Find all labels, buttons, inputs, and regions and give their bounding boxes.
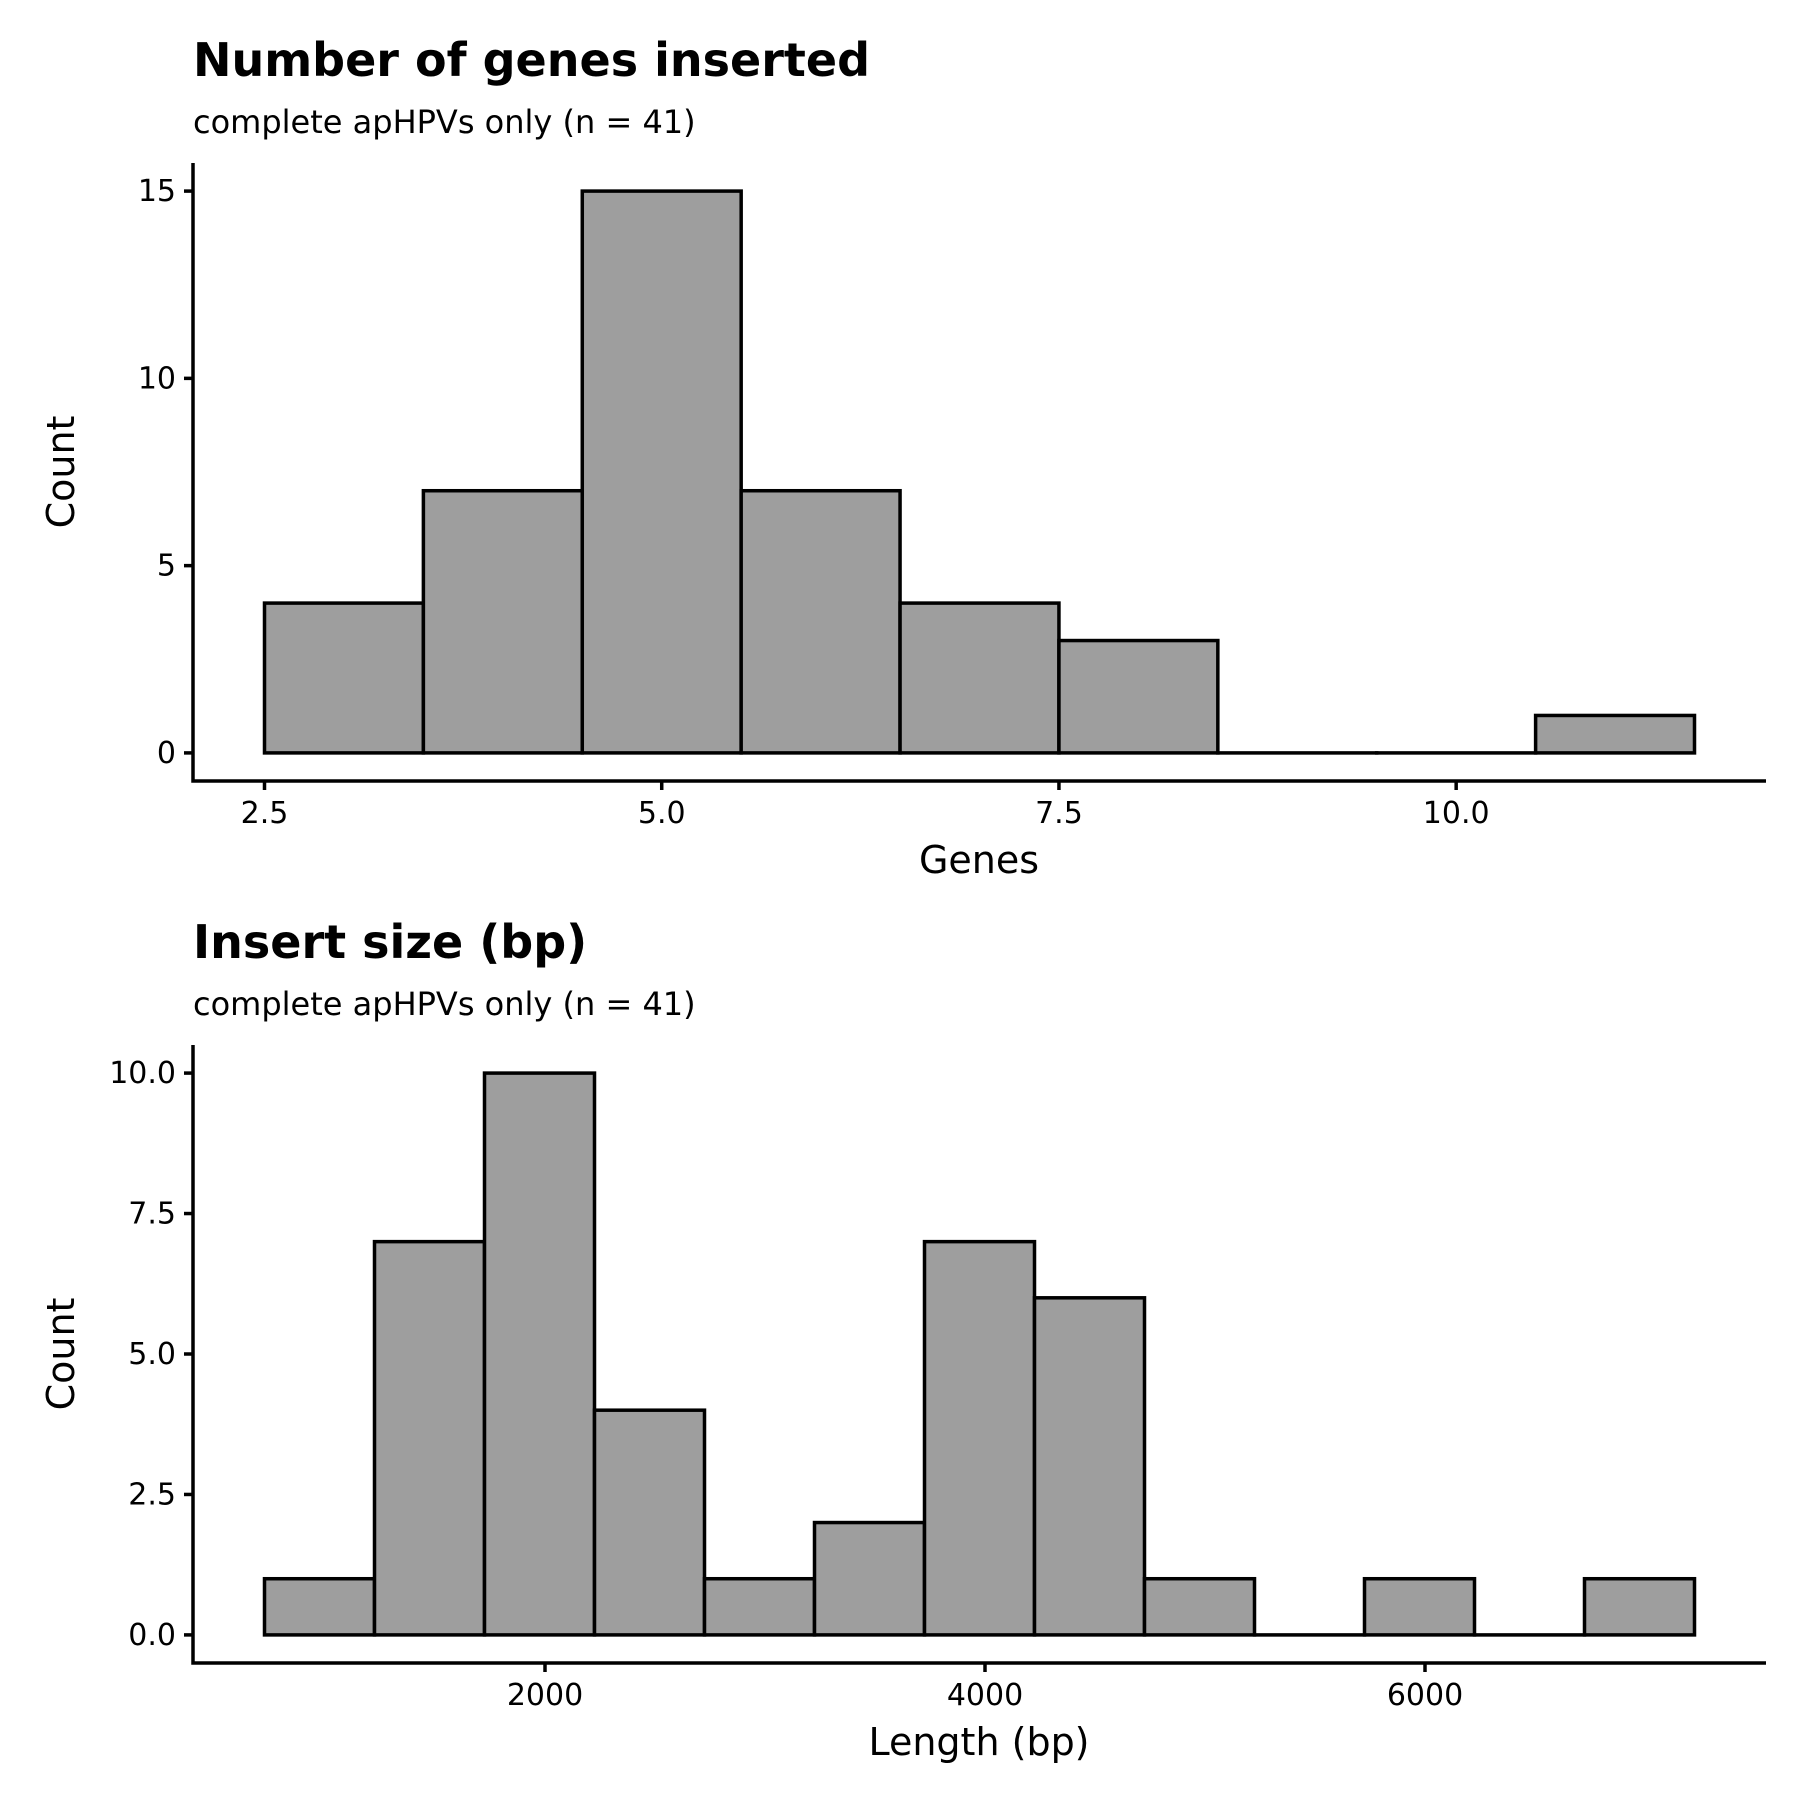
genes-axis-lines xyxy=(191,163,1766,783)
genes-bar-3 xyxy=(580,189,743,755)
panel-insert-size-y-axis-title: Count xyxy=(39,1298,83,1411)
genes-x-tick-label-4: 10.0 xyxy=(1423,796,1490,831)
insert-size-bar-4 xyxy=(592,1408,707,1637)
genes-y-tick-label-2: 5 xyxy=(157,549,176,584)
panel-genes-title: Number of genes inserted xyxy=(193,33,870,87)
genes-bar-1 xyxy=(262,601,426,755)
insert-size-x-tick-label-3: 6000 xyxy=(1387,1678,1463,1713)
insert-size-y-tick-label-4: 7.5 xyxy=(128,1197,176,1232)
insert-size-bar-13 xyxy=(1582,1576,1697,1637)
insert-size-y-tick-label-1: 0.0 xyxy=(128,1618,176,1653)
panel-genes-x-axis-title: Genes xyxy=(919,838,1039,882)
panel-insert-size-plot-area: 0.0 2.5 5.0 7.5 10.0 2000 4000 6000 xyxy=(109,1045,1766,1713)
insert-size-y-tick-label-3: 5.0 xyxy=(128,1337,176,1372)
insert-size-bar-11 xyxy=(1362,1576,1477,1637)
insert-size-y-tick-label-5: 10.0 xyxy=(109,1056,176,1091)
panel-insert-size-title: Insert size (bp) xyxy=(193,915,587,969)
genes-x-tick-label-2: 5.0 xyxy=(638,796,686,831)
insert-size-bar-6 xyxy=(812,1520,927,1637)
insert-size-bar-9 xyxy=(1142,1576,1257,1637)
panel-insert-size-subtitle: complete apHPVs only (n = 41) xyxy=(193,985,696,1023)
panel-genes: Number of genes inserted complete apHPVs… xyxy=(39,33,1766,882)
genes-bar-6 xyxy=(1057,638,1220,755)
genes-bar-9 xyxy=(1533,713,1697,755)
insert-size-bar-2 xyxy=(372,1239,487,1637)
genes-y-tick-label-1: 0 xyxy=(157,736,176,771)
genes-x-tick-label-3: 7.5 xyxy=(1035,796,1083,831)
genes-y-tick-label-3: 10 xyxy=(138,361,176,396)
insert-size-bar-1 xyxy=(262,1576,377,1637)
genes-x-tick-label-1: 2.5 xyxy=(241,796,289,831)
insert-size-axis-lines xyxy=(191,1045,1766,1665)
panel-insert-size-x-axis-title: Length (bp) xyxy=(868,1720,1089,1764)
insert-size-y-tick-label-2: 2.5 xyxy=(128,1477,176,1512)
panel-genes-plot-area: 0 5 10 15 2.5 5.0 7.5 10.0 xyxy=(138,163,1766,831)
insert-size-bar-7 xyxy=(922,1239,1037,1637)
insert-size-bar-3 xyxy=(482,1071,597,1637)
genes-bar-2 xyxy=(421,488,585,755)
panel-genes-y-axis-title: Count xyxy=(39,416,83,529)
genes-bar-4 xyxy=(739,488,902,755)
insert-size-x-tick-label-2: 4000 xyxy=(947,1678,1023,1713)
insert-size-x-tick-label-1: 2000 xyxy=(507,1678,583,1713)
genes-y-tick-label-4: 15 xyxy=(138,174,176,209)
insert-size-bar-8 xyxy=(1032,1296,1147,1637)
panel-genes-subtitle: complete apHPVs only (n = 41) xyxy=(193,103,696,141)
genes-bar-5 xyxy=(898,601,1061,755)
panel-insert-size: Insert size (bp) complete apHPVs only (n… xyxy=(39,915,1766,1764)
insert-size-bar-5 xyxy=(702,1576,817,1637)
